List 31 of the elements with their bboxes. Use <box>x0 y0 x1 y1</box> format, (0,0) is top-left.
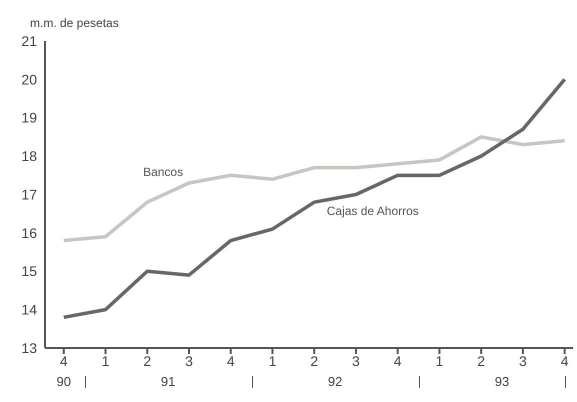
y-tick-label: 19 <box>21 110 38 126</box>
x-tick-label: 3 <box>352 352 360 369</box>
line-series <box>62 78 566 320</box>
x-tick-label: 4 <box>394 352 402 369</box>
x-tick-label: 2 <box>477 352 486 369</box>
y-tick-label: 21 <box>21 32 38 49</box>
y-tick-label: 13 <box>21 340 38 356</box>
x-tick-label: 4 <box>60 352 68 369</box>
x-tick-label: 1 <box>102 352 110 369</box>
y-tick-label: 16 <box>21 224 38 241</box>
y-tick-label: 17 <box>21 186 38 202</box>
y-tick-label: 14 <box>21 302 38 318</box>
x-tick-label: 4 <box>560 352 569 369</box>
line-series <box>62 135 566 242</box>
x-tick-label: 3 <box>185 352 194 369</box>
text: 93 <box>494 374 510 389</box>
text: 90 <box>56 374 72 389</box>
y-tick-label: 15 <box>21 263 38 280</box>
x-tick-label: 1 <box>436 352 444 369</box>
y-tick-label: 20 <box>21 71 38 88</box>
y-axis-title: m.m. de pesetas <box>30 16 119 30</box>
x-tick-label: 3 <box>519 352 528 369</box>
x-tick-label: 2 <box>310 352 318 369</box>
x-tick-label: 1 <box>268 352 277 369</box>
x-tick-label: 4 <box>226 352 235 369</box>
text: 92 <box>326 374 344 389</box>
x-tick-label: 2 <box>143 352 152 369</box>
text: 91 <box>160 374 176 389</box>
series-label: Bancos <box>143 165 184 180</box>
series-label: Cajas de Ahorros <box>326 204 419 218</box>
y-tick-label: 18 <box>21 148 38 164</box>
